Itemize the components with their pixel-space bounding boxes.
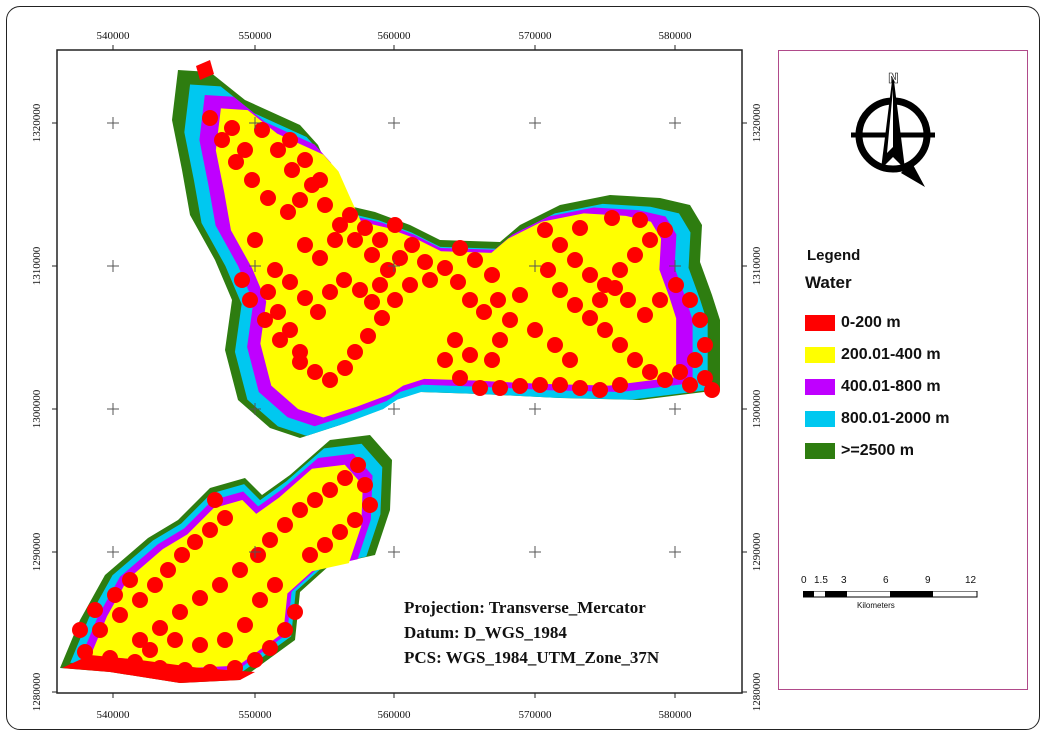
pcs-text: PCS: WGS_1984_UTM_Zone_37N <box>404 648 660 667</box>
zone-0-200-south-edge <box>62 655 255 683</box>
zone-0-200 <box>72 110 720 680</box>
y-tick-label: 1290000 <box>31 532 43 571</box>
legend-label: 800.01-2000 m <box>841 410 950 427</box>
legend-swatch <box>805 315 835 331</box>
legend-swatch <box>805 347 835 363</box>
legend-swatch <box>805 443 835 459</box>
x-tick-label: 560000 <box>378 709 412 721</box>
legend-item: >=2500 m <box>805 441 914 461</box>
legend-item: 400.01-800 m <box>805 377 941 397</box>
x-tick-label: 570000 <box>519 30 553 42</box>
y-tick-label: 1320000 <box>31 103 43 142</box>
x-tick-label: 550000 <box>239 709 273 721</box>
y-tick-label: 1310000 <box>751 246 763 285</box>
x-tick-label: 580000 <box>659 709 693 721</box>
y-tick-label: 1310000 <box>31 246 43 285</box>
x-tick-label: 570000 <box>519 709 553 721</box>
y-tick-label: 1290000 <box>751 532 763 571</box>
scale-label-3: 6 <box>883 575 889 586</box>
north-arrow-icon: N <box>851 72 935 187</box>
scale-unit: Kilometers <box>857 601 895 610</box>
x-tick-label: 580000 <box>659 30 693 42</box>
scale-label-1: 1.5 <box>814 575 828 586</box>
scale-label-5: 12 <box>965 575 977 586</box>
y-tick-label: 1320000 <box>751 103 763 142</box>
x-tick-label: 540000 <box>97 30 131 42</box>
legend-label: 0-200 m <box>841 314 901 331</box>
north-letter: N <box>888 72 899 87</box>
grid-crosses <box>107 117 681 558</box>
x-tick-label: 540000 <box>97 709 131 721</box>
y-tick-label: 1280000 <box>31 672 43 711</box>
map-border <box>56 49 743 694</box>
legend-panel: N Legend Water 0-200 m 200.01-400 m 400.01… <box>778 50 1028 690</box>
scale-label-0: 0 <box>801 575 807 586</box>
legend-label: 400.01-800 m <box>841 378 941 395</box>
y-tick-label: 1280000 <box>751 672 763 711</box>
legend-item: 0-200 m <box>805 313 901 333</box>
legend-item: 200.01-400 m <box>805 345 941 365</box>
ticks: 540000 540000 550000 550000 560000 560000 5700… <box>31 30 763 721</box>
datum-text: Datum: D_WGS_1984 <box>404 623 567 642</box>
x-tick-label: 550000 <box>239 30 273 42</box>
legend-item: 800.01-2000 m <box>805 409 950 429</box>
legend-label: 200.01-400 m <box>841 346 941 363</box>
legend-subtitle: Water <box>805 273 852 292</box>
y-tick-label: 1300000 <box>751 389 763 428</box>
map-frame <box>6 6 1040 730</box>
legend-swatch <box>805 411 835 427</box>
zone-0-200-north-tip <box>196 60 214 80</box>
x-tick-label: 560000 <box>378 30 412 42</box>
legend-label: >=2500 m <box>841 442 914 459</box>
scale-label-4: 9 <box>925 575 931 586</box>
scale-label-2: 3 <box>841 575 847 586</box>
legend-title: Legend <box>807 247 861 264</box>
legend-swatch <box>805 379 835 395</box>
scale-bar-graphic <box>803 591 978 598</box>
y-tick-label: 1300000 <box>31 389 43 428</box>
projection-text: Projection: Transverse_Mercator <box>404 598 646 617</box>
